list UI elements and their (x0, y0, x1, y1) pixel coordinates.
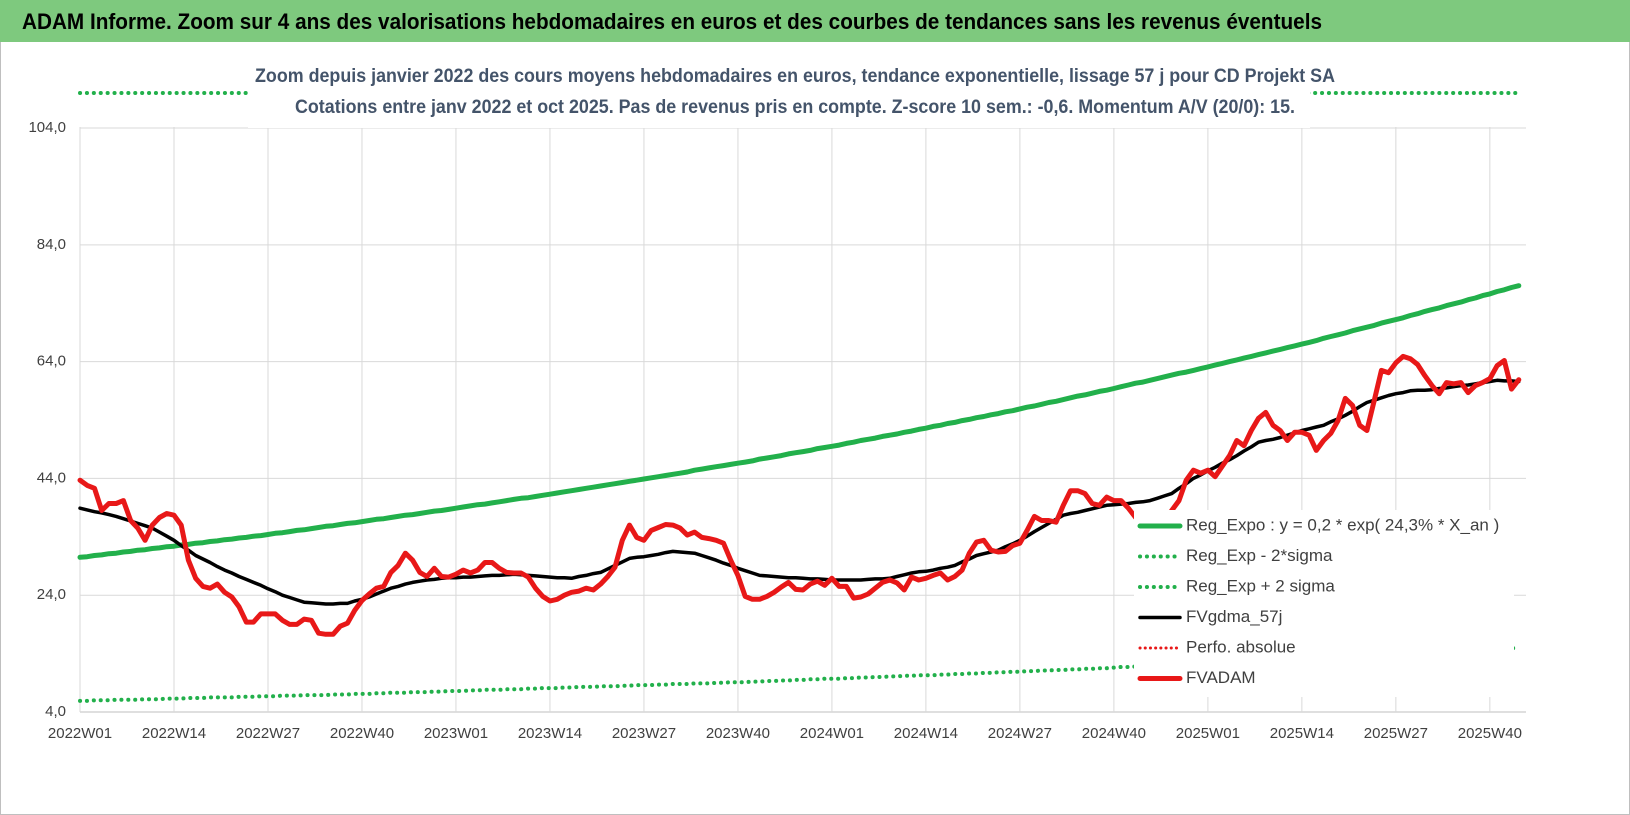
legend-label: Reg_Exp + 2 sigma (1186, 576, 1335, 595)
x-tick-label: 2025W01 (1176, 725, 1240, 742)
x-tick-label: 2025W27 (1364, 725, 1428, 742)
y-tick-label: 64,0 (37, 353, 66, 370)
x-tick-label: 2022W01 (48, 725, 112, 742)
x-tick-label: 2025W40 (1458, 725, 1522, 742)
x-tick-label: 2024W01 (800, 725, 864, 742)
legend-label: Reg_Expo : y = 0,2 * exp( 24,3% * X_an ) (1186, 515, 1499, 534)
x-tick-label: 2024W27 (988, 725, 1052, 742)
chart-subtitle: Cotations entre janv 2022 et oct 2025. P… (295, 97, 1295, 118)
y-tick-label: 104,0 (28, 119, 66, 136)
legend-label: FVADAM (1186, 668, 1256, 687)
x-tick-label: 2024W14 (894, 725, 958, 742)
y-tick-label: 24,0 (37, 586, 66, 603)
legend-label: Reg_Exp - 2*sigma (1186, 546, 1333, 565)
x-tick-label: 2023W01 (424, 725, 488, 742)
x-tick-label: 2023W27 (612, 725, 676, 742)
series-line (78, 378, 1521, 606)
y-tick-label: 4,0 (45, 703, 66, 720)
x-tick-label: 2024W40 (1082, 725, 1146, 742)
series-line (77, 353, 1522, 637)
legend-label: Perfo. absolue (1186, 637, 1296, 656)
series-line (77, 283, 1522, 560)
legend: Reg_Expo : y = 0,2 * exp( 24,3% * X_an )… (1134, 510, 1514, 697)
x-tick-label: 2022W27 (236, 725, 300, 742)
subtitle-box (248, 58, 1310, 128)
x-tick-label: 2022W14 (142, 725, 206, 742)
x-tick-label: 2025W14 (1270, 725, 1334, 742)
y-tick-label: 84,0 (37, 236, 66, 253)
legend-box (1134, 510, 1514, 697)
header-bar (0, 0, 1630, 42)
x-tick-label: 2023W40 (706, 725, 770, 742)
legend-label: FVgdma_57j (1186, 607, 1282, 626)
x-tick-label: 2022W40 (330, 725, 394, 742)
y-tick-label: 44,0 (37, 469, 66, 486)
chart-subtitle: Zoom depuis janvier 2022 des cours moyen… (255, 66, 1335, 87)
page-title: ADAM Informe. Zoom sur 4 ans des valoris… (22, 9, 1322, 34)
x-tick-label: 2023W14 (518, 725, 582, 742)
